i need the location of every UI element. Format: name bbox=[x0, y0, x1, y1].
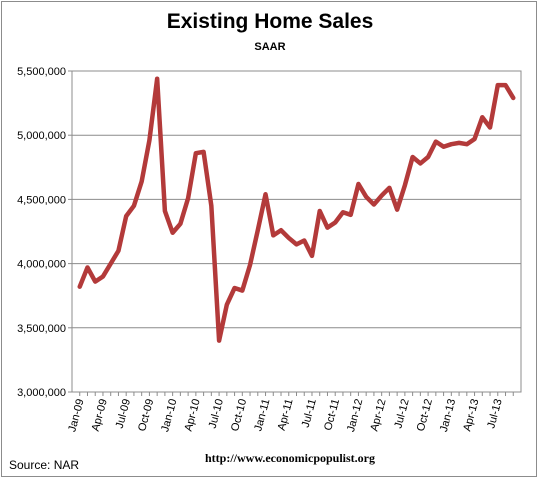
data-point bbox=[133, 205, 135, 207]
x-tick-label: Jul-10 bbox=[207, 398, 226, 430]
data-point bbox=[164, 210, 166, 212]
x-tick-label: Jan-11 bbox=[252, 398, 272, 433]
data-point bbox=[218, 340, 220, 342]
y-axis: 3,000,000 3,500,000 4,000,000 4,500,000 5,00… bbox=[17, 66, 72, 399]
data-point bbox=[435, 141, 437, 143]
data-point bbox=[210, 205, 212, 207]
data-point bbox=[187, 197, 189, 199]
data-point bbox=[474, 138, 476, 140]
data-point bbox=[326, 227, 328, 229]
data-point bbox=[86, 266, 88, 268]
data-point bbox=[141, 180, 143, 182]
data-point bbox=[280, 229, 282, 231]
x-tick-label: Jul-12 bbox=[392, 398, 411, 430]
x-tick-label: Jul-09 bbox=[114, 398, 133, 430]
x-tick-label: Jul-11 bbox=[300, 398, 319, 429]
data-point bbox=[303, 239, 305, 241]
x-tick-label: Jan-09 bbox=[66, 398, 86, 434]
data-point bbox=[512, 97, 514, 99]
data-point bbox=[412, 156, 414, 158]
data-point bbox=[388, 187, 390, 189]
data-point bbox=[404, 184, 406, 186]
x-tick-label: Apr-09 bbox=[90, 398, 110, 433]
y-tick-label: 3,000,000 bbox=[17, 387, 66, 399]
chart-subtitle: SAAR bbox=[254, 41, 286, 53]
data-point bbox=[450, 143, 452, 145]
data-point bbox=[427, 156, 429, 158]
data-point bbox=[396, 209, 398, 211]
data-point bbox=[265, 193, 267, 195]
data-point bbox=[257, 229, 259, 231]
source-note: Source: NAR bbox=[9, 458, 80, 472]
data-point bbox=[419, 162, 421, 164]
data-point bbox=[117, 250, 119, 252]
data-point bbox=[505, 84, 507, 86]
data-point bbox=[94, 281, 96, 283]
data-point bbox=[125, 215, 127, 217]
data-point bbox=[110, 263, 112, 265]
y-tick-label: 4,000,000 bbox=[17, 259, 66, 271]
data-point bbox=[234, 287, 236, 289]
data-point bbox=[357, 183, 359, 185]
data-point bbox=[296, 243, 297, 245]
data-point bbox=[241, 290, 243, 292]
x-tick-label: Oct-11 bbox=[322, 398, 342, 432]
x-tick-label: Apr-12 bbox=[368, 398, 388, 433]
y-tick-label: 4,500,000 bbox=[17, 194, 66, 206]
plot-area bbox=[71, 70, 522, 393]
data-point bbox=[365, 196, 367, 198]
credit-url: http://www.economicpopulist.org bbox=[205, 451, 376, 465]
data-point bbox=[497, 84, 499, 86]
data-point bbox=[311, 255, 313, 257]
data-point bbox=[102, 275, 104, 277]
x-tick-label: Jul-13 bbox=[485, 398, 504, 430]
x-tick-label: Oct-09 bbox=[136, 398, 156, 433]
data-point bbox=[489, 126, 491, 128]
x-tick-label: Jan-10 bbox=[159, 398, 179, 434]
x-tick-label: Oct-10 bbox=[229, 398, 249, 433]
data-point bbox=[350, 214, 352, 216]
chart-title: Existing Home Sales bbox=[166, 10, 374, 33]
y-tick-label: 5,500,000 bbox=[17, 66, 66, 78]
data-point bbox=[466, 143, 468, 145]
data-point bbox=[481, 116, 483, 118]
data-point bbox=[148, 139, 150, 141]
data-point bbox=[373, 204, 375, 206]
x-tick-label: Apr-13 bbox=[461, 398, 481, 433]
data-point bbox=[342, 211, 344, 213]
data-point bbox=[272, 234, 274, 236]
data-point bbox=[79, 286, 81, 288]
data-point bbox=[179, 223, 181, 225]
x-tick-label: Jan-12 bbox=[345, 398, 365, 434]
x-axis: Jan-09 Apr-09 Jul-09 Oct-09 Jan-10 Apr-10 Jul-… bbox=[66, 392, 514, 434]
gridlines bbox=[72, 70, 521, 329]
data-point bbox=[172, 232, 174, 234]
data-point bbox=[381, 195, 383, 197]
data-point bbox=[226, 304, 228, 306]
data-point bbox=[443, 146, 445, 148]
x-tick-label: Jan-13 bbox=[438, 398, 458, 434]
data-point bbox=[249, 264, 251, 266]
y-tick-label: 5,000,000 bbox=[17, 130, 66, 142]
data-point bbox=[288, 237, 290, 239]
data-point bbox=[195, 152, 197, 154]
x-tick-label: Apr-11 bbox=[276, 398, 296, 432]
data-point bbox=[203, 151, 205, 153]
y-tick-label: 3,500,000 bbox=[17, 323, 66, 335]
data-point bbox=[334, 222, 336, 224]
x-tick-label: Oct-12 bbox=[415, 398, 435, 433]
x-tick-label: Apr-10 bbox=[183, 398, 203, 433]
series-layer bbox=[77, 76, 516, 343]
data-point bbox=[156, 78, 158, 80]
data-point bbox=[458, 142, 460, 144]
data-point bbox=[319, 210, 321, 212]
